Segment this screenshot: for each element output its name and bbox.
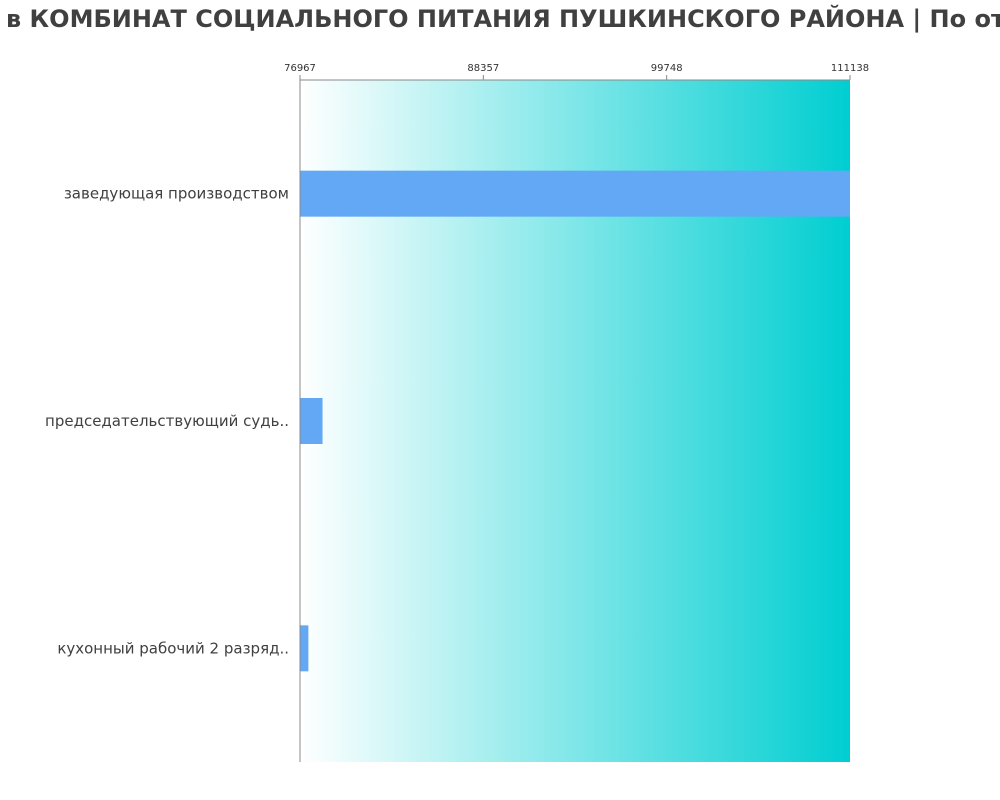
axes-group bbox=[299, 79, 850, 762]
category-label: заведующая производством bbox=[64, 185, 289, 203]
chart-title: в КОМБИНАТ СОЦИАЛЬНОГО ПИТАНИЯ ПУШКИНСКО… bbox=[6, 5, 1000, 33]
x-tick-label: 111138 bbox=[831, 63, 869, 74]
bar bbox=[300, 398, 323, 444]
x-tick-label: 76967 bbox=[284, 63, 316, 74]
bar bbox=[300, 170, 850, 217]
category-labels-group: заведующая производством председательству… bbox=[45, 185, 289, 658]
x-ticks-group: 76967 88357 99748 111138 bbox=[284, 63, 869, 80]
bar bbox=[300, 625, 309, 672]
bars-group bbox=[300, 170, 850, 672]
category-label: кухонный рабочий 2 разряд.. bbox=[57, 639, 289, 657]
x-tick-label: 99748 bbox=[651, 63, 683, 74]
category-label: председательствующий судь.. bbox=[45, 412, 289, 430]
x-tick-label: 88357 bbox=[467, 63, 499, 74]
